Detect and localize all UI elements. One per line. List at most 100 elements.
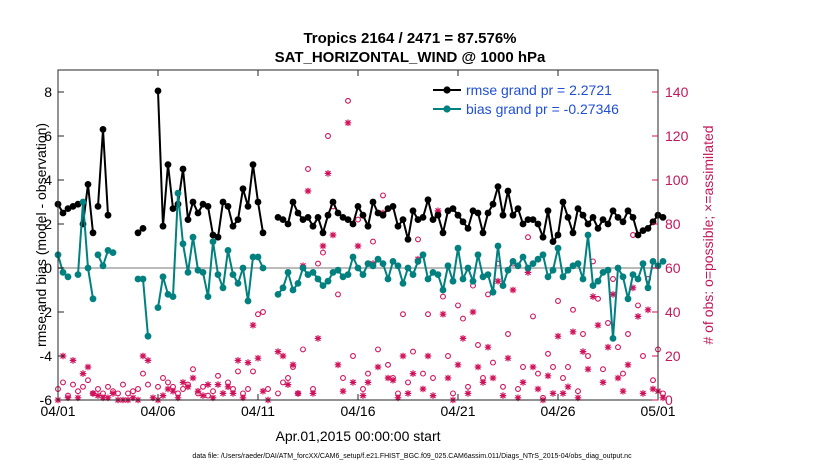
rmse-point xyxy=(369,198,377,206)
rmse-point xyxy=(614,214,622,221)
obs-assimilated-marker xyxy=(234,357,242,364)
bias-point xyxy=(379,260,387,267)
bias-point xyxy=(244,297,252,305)
obs-possible-marker xyxy=(80,383,86,390)
obs-assimilated-marker xyxy=(629,284,637,292)
obs-assimilated-marker xyxy=(244,359,252,366)
obs-possible-marker xyxy=(255,311,261,318)
chart-title-line2: SAT_HORIZONTAL_WIND @ 1000 hPa xyxy=(275,49,546,66)
obs-assimilated-marker xyxy=(334,361,342,369)
rmse-point xyxy=(589,214,597,221)
bias-point xyxy=(659,258,667,265)
bias-point xyxy=(279,284,287,292)
obs-assimilated-marker xyxy=(254,354,262,362)
rmse-point xyxy=(434,211,442,219)
y2-tick-label: 20 xyxy=(665,348,681,364)
obs-possible-marker xyxy=(75,388,81,395)
bias-point xyxy=(209,238,217,246)
bias-point xyxy=(384,275,392,283)
obs-possible-marker xyxy=(135,386,141,392)
rmse-point xyxy=(164,161,172,169)
bias-point xyxy=(219,284,227,292)
obs-assimilated-marker xyxy=(524,269,532,276)
obs-possible-marker xyxy=(415,236,421,243)
bias-point xyxy=(519,253,527,261)
x-axis-label: Apr.01,2015 00:00:00 start xyxy=(275,428,440,444)
y2-tick-label: 40 xyxy=(665,304,681,320)
rmse-point xyxy=(619,218,627,226)
rmse-point xyxy=(59,209,67,217)
bias-point xyxy=(224,247,232,254)
rmse-point xyxy=(304,214,312,221)
obs-assimilated-marker xyxy=(609,291,617,298)
bias-point xyxy=(509,258,517,265)
bias-point xyxy=(444,262,452,270)
obs-assimilated-marker xyxy=(424,352,432,360)
rmse-point xyxy=(624,207,632,215)
obs-assimilated-marker xyxy=(229,390,237,397)
obs-assimilated-marker xyxy=(99,394,107,402)
bias-point xyxy=(134,275,142,283)
obs-assimilated-marker xyxy=(164,385,172,393)
rmse-point xyxy=(84,181,92,188)
obs-possible-marker xyxy=(160,375,166,381)
obs-assimilated-marker xyxy=(559,390,567,397)
rmse-point xyxy=(279,216,287,224)
y-tick-label: -2 xyxy=(40,304,53,320)
rmse-point xyxy=(604,220,612,228)
obs-possible-marker xyxy=(215,372,221,379)
obs-possible-marker xyxy=(400,311,406,318)
x-tick-label: 04/26 xyxy=(540,403,575,419)
x-tick-label: 04/11 xyxy=(241,403,275,419)
rmse-point xyxy=(404,236,412,243)
bias-point xyxy=(514,262,522,270)
obs-possible-marker xyxy=(475,342,481,348)
obs-assimilated-marker xyxy=(554,332,562,340)
rmse-point xyxy=(259,229,267,237)
rmse-point xyxy=(364,222,372,230)
rmse-point xyxy=(579,211,587,219)
obs-possible-marker xyxy=(285,375,291,381)
rmse-point xyxy=(484,209,492,217)
rmse-point xyxy=(494,183,502,191)
obs-assimilated-marker xyxy=(274,348,282,355)
obs-assimilated-marker xyxy=(644,306,652,314)
legend-rmse-label: rmse grand pr = 2.2721 xyxy=(466,82,612,98)
obs-assimilated-marker xyxy=(324,170,332,177)
rmse-point xyxy=(539,233,547,241)
obs-assimilated-marker xyxy=(179,379,187,386)
obs-assimilated-marker xyxy=(304,187,312,195)
obs-assimilated-marker xyxy=(184,383,192,391)
bias-point xyxy=(309,269,317,276)
obs-possible-marker xyxy=(350,353,356,359)
rmse-point xyxy=(314,214,322,221)
obs-assimilated-marker xyxy=(434,207,442,215)
y-axis-label: rmse and bias (model - observation) xyxy=(33,123,49,347)
obs-possible-marker xyxy=(105,383,111,390)
bias-point xyxy=(389,258,397,265)
bias-point xyxy=(454,244,462,252)
obs-assimilated-marker xyxy=(249,321,257,329)
bias-series-line xyxy=(77,201,94,299)
bias-point xyxy=(439,286,447,294)
rmse-point xyxy=(554,231,562,239)
rmse-point xyxy=(89,229,97,237)
plot-background xyxy=(58,70,658,400)
bias-point xyxy=(399,280,407,287)
bias-point xyxy=(484,271,492,278)
rmse-point xyxy=(629,214,637,221)
y2-tick-label: 140 xyxy=(665,84,689,100)
obs-assimilated-marker xyxy=(359,392,367,399)
obs-possible-marker xyxy=(85,377,91,384)
bias-point xyxy=(644,284,652,292)
rmse-point xyxy=(349,220,357,228)
obs-possible-marker xyxy=(575,388,581,395)
obs-possible-marker xyxy=(335,291,341,298)
y2-tick-label: 120 xyxy=(665,128,689,144)
obs-assimilated-marker xyxy=(459,335,467,342)
obs-assimilated-marker xyxy=(69,357,77,364)
obs-possible-marker xyxy=(95,386,101,392)
bias-point xyxy=(469,277,477,285)
obs-assimilated-marker xyxy=(309,390,317,397)
bias-point xyxy=(354,264,362,272)
